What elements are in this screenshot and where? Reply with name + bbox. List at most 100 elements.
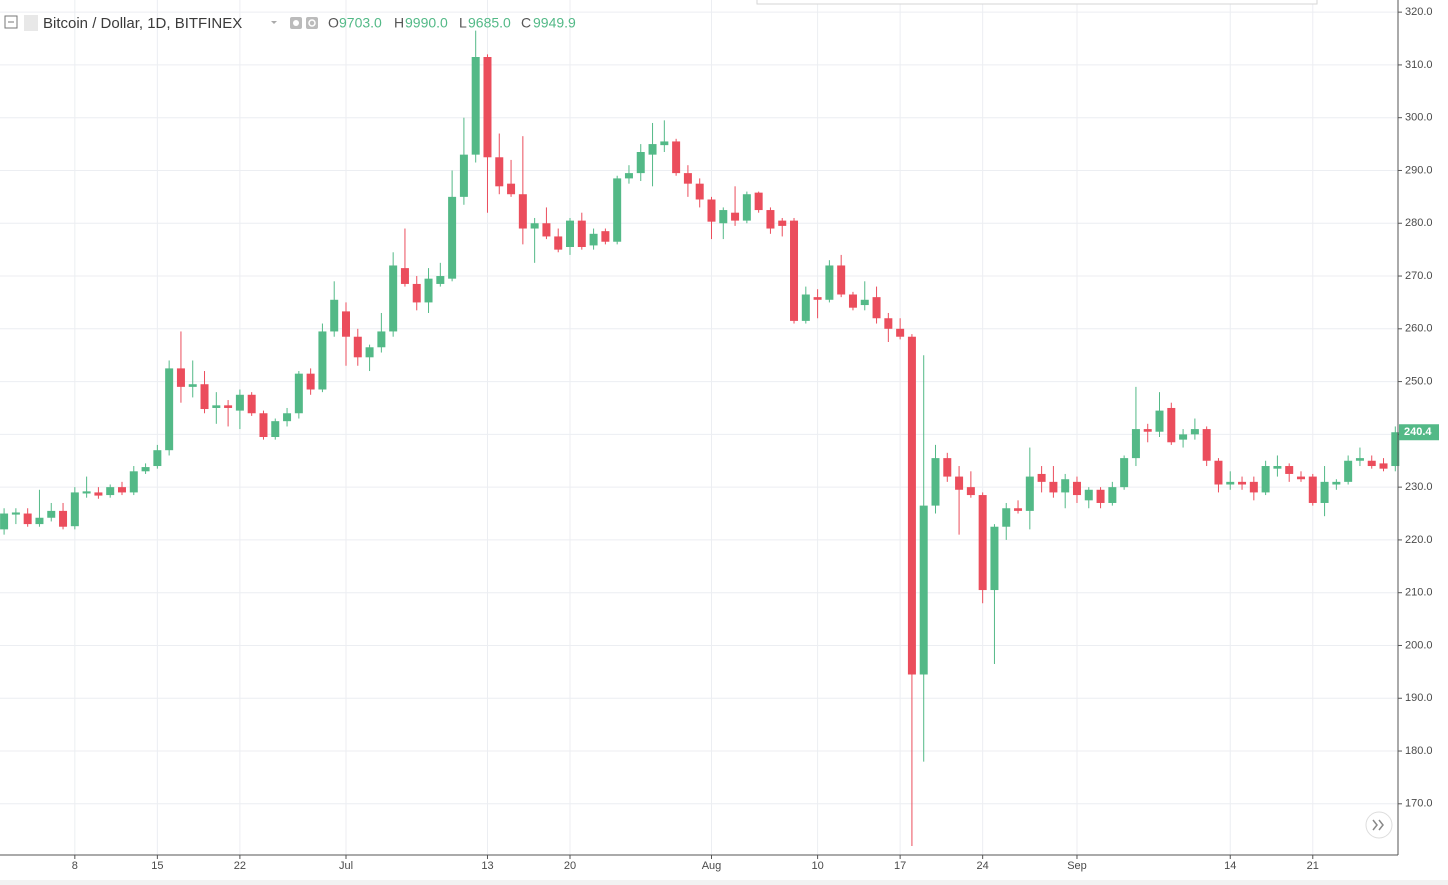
y-tick-label: 200.0 xyxy=(1405,639,1433,651)
candle-body xyxy=(919,505,928,675)
candle-body xyxy=(1096,489,1105,503)
candle-body xyxy=(247,394,256,414)
candle-body xyxy=(731,212,740,221)
candle-body xyxy=(400,268,409,284)
candle-body xyxy=(1332,481,1341,485)
candle-body xyxy=(577,220,586,247)
candle-body xyxy=(1273,466,1282,469)
candle-body xyxy=(448,196,457,279)
scroll-icon xyxy=(1372,819,1384,831)
candle-body xyxy=(483,57,492,158)
candle-body xyxy=(11,512,20,515)
settings-button[interactable] xyxy=(306,17,318,29)
candle-body xyxy=(1179,434,1188,440)
candle-body xyxy=(601,231,610,242)
last-price-label: 240.4 xyxy=(1404,426,1432,438)
candle-body xyxy=(1014,508,1023,511)
candle-body xyxy=(153,450,162,467)
x-tick-label: 24 xyxy=(977,860,989,872)
x-tick-label: Sep xyxy=(1067,860,1087,872)
candle-body xyxy=(1379,463,1388,469)
candle-body xyxy=(365,347,374,358)
last-price-tag xyxy=(1399,424,1439,441)
candle-body xyxy=(719,210,728,224)
candle-body xyxy=(907,336,916,675)
y-tick-label: 230.0 xyxy=(1405,481,1433,493)
x-tick-label: 14 xyxy=(1224,860,1236,872)
scroll-button[interactable] xyxy=(1365,811,1393,839)
candle-body xyxy=(766,210,775,229)
candle-body xyxy=(283,413,292,422)
candle-body xyxy=(412,283,421,303)
candle-body xyxy=(518,194,527,229)
candle-body xyxy=(176,368,185,387)
y-tick-label: 320.0 xyxy=(1405,6,1433,18)
collapse-button[interactable] xyxy=(4,15,18,29)
candle-body xyxy=(235,394,244,411)
candle-body xyxy=(1167,407,1176,443)
candle-body xyxy=(1226,481,1235,485)
candle-body xyxy=(318,331,327,390)
candle-body xyxy=(683,173,692,184)
dropdown-arrow[interactable] xyxy=(271,21,277,24)
candle-body xyxy=(1367,460,1376,467)
candle-body xyxy=(848,294,857,308)
candle-body xyxy=(742,194,751,221)
candle-body xyxy=(70,492,79,527)
candle-body xyxy=(660,141,669,146)
candle-body xyxy=(1108,487,1117,503)
candle-body xyxy=(872,297,881,319)
candle-body xyxy=(1238,481,1247,485)
open-label: O xyxy=(328,15,339,31)
candle-body xyxy=(566,220,575,247)
x-tick-label: Jul xyxy=(339,860,353,872)
candle-body xyxy=(82,491,91,494)
candle-body xyxy=(801,294,810,321)
y-tick-label: 170.0 xyxy=(1405,798,1433,810)
x-tick-label: 10 xyxy=(811,860,823,872)
candle-body xyxy=(188,384,197,387)
header: Bitcoin / Dollar, 1D, BITFINEX O 9703.0 … xyxy=(4,15,576,32)
candle-body xyxy=(825,265,834,300)
candle-body xyxy=(554,236,563,250)
symbol-title: Bitcoin / Dollar, 1D, BITFINEX xyxy=(43,15,242,32)
y-tick-label: 210.0 xyxy=(1405,587,1433,599)
candle-body xyxy=(1320,481,1329,503)
candle-body xyxy=(613,178,622,242)
candle-body xyxy=(271,421,280,437)
candle-body xyxy=(860,299,869,306)
candle-body xyxy=(1355,458,1364,461)
candle-body xyxy=(837,265,846,295)
candle-body xyxy=(129,471,138,493)
low-value: 9685.0 xyxy=(468,15,511,31)
candle-body xyxy=(353,336,362,358)
candle-body xyxy=(1049,481,1058,493)
candle-body xyxy=(23,513,32,525)
candle-body xyxy=(896,328,905,337)
candle-body xyxy=(542,223,551,237)
candle-body xyxy=(1344,460,1353,482)
candle-body xyxy=(1308,476,1317,503)
candle-body xyxy=(330,299,339,332)
candle-body xyxy=(1249,481,1258,493)
x-tick-label: 8 xyxy=(72,860,78,872)
candle-body xyxy=(1131,429,1140,459)
y-tick-label: 260.0 xyxy=(1405,323,1433,335)
candle-body xyxy=(636,152,645,174)
candle-body xyxy=(707,199,716,222)
candle-body xyxy=(931,458,940,506)
candle-body xyxy=(754,192,763,211)
candle-body xyxy=(1025,476,1034,511)
candle-body xyxy=(1084,489,1093,501)
scroll-button-circle[interactable] xyxy=(1365,811,1393,839)
x-tick-label: 17 xyxy=(894,860,906,872)
series-handle xyxy=(24,15,38,31)
candle-body xyxy=(495,157,504,187)
candle-body xyxy=(306,373,315,390)
candle-body xyxy=(1285,466,1294,474)
candle-body xyxy=(141,467,150,472)
candle-body xyxy=(117,487,126,493)
close-value: 9949.9 xyxy=(533,15,576,31)
candle-body xyxy=(35,517,44,525)
x-tick-label: 13 xyxy=(481,860,493,872)
